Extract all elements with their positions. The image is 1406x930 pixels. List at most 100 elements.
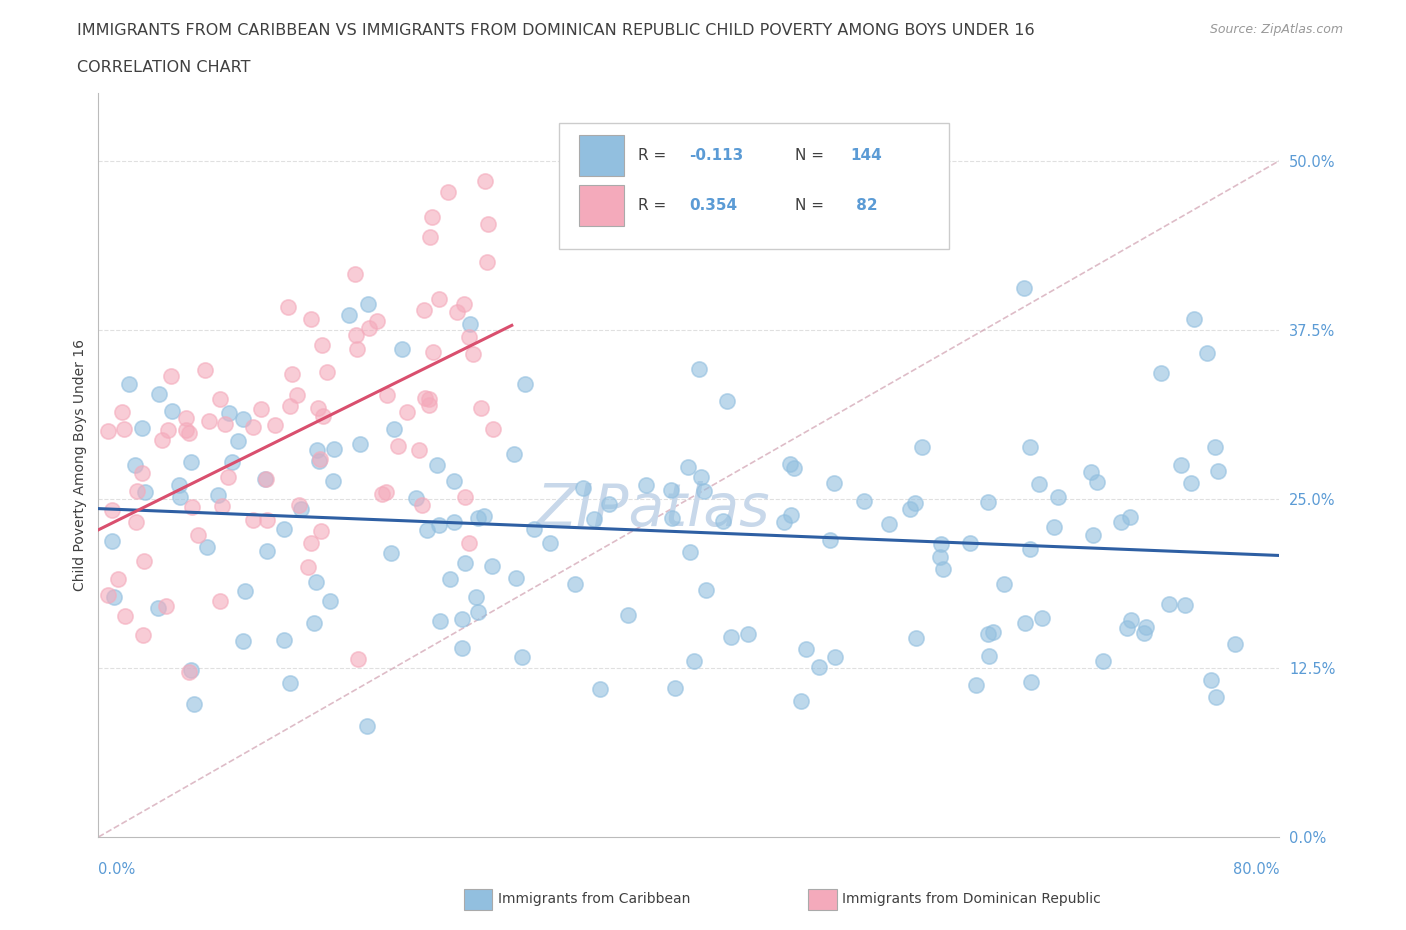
Point <box>235 583 257 598</box>
Point <box>446 304 468 319</box>
Point <box>475 255 498 270</box>
Point <box>463 347 485 362</box>
Point <box>583 154 606 169</box>
Point <box>482 422 505 437</box>
Point <box>309 524 332 538</box>
Point <box>155 598 177 613</box>
Point <box>97 424 120 439</box>
Point <box>375 485 398 499</box>
Point <box>347 652 370 667</box>
Point <box>187 528 209 543</box>
Point <box>167 477 190 492</box>
Point <box>101 502 124 517</box>
Point <box>852 494 875 509</box>
Point <box>683 654 706 669</box>
Point <box>1116 620 1139 635</box>
Point <box>737 627 759 642</box>
Point <box>454 556 477 571</box>
Point <box>1182 312 1205 326</box>
Point <box>467 605 489 620</box>
Point <box>807 659 830 674</box>
Point <box>131 420 153 435</box>
Point <box>370 486 392 501</box>
Point <box>1012 281 1035 296</box>
Point <box>693 484 716 498</box>
Point <box>1170 458 1192 472</box>
Point <box>443 474 465 489</box>
Point <box>695 583 717 598</box>
Point <box>1149 365 1171 380</box>
Point <box>1174 598 1197 613</box>
Point <box>146 601 169 616</box>
Text: -0.113: -0.113 <box>689 149 744 164</box>
Point <box>183 697 205 711</box>
Point <box>150 432 173 447</box>
Point <box>343 267 366 282</box>
Point <box>382 422 405 437</box>
Point <box>977 494 1000 509</box>
Point <box>664 681 686 696</box>
Point <box>782 460 804 475</box>
Point <box>195 539 218 554</box>
Point <box>124 458 146 472</box>
Point <box>979 648 1001 663</box>
Point <box>993 577 1015 591</box>
Point <box>297 559 319 574</box>
Point <box>932 562 955 577</box>
Point <box>285 388 308 403</box>
Point <box>904 631 927 645</box>
Point <box>720 630 742 644</box>
Point <box>1028 476 1050 491</box>
Text: N =: N = <box>796 149 824 164</box>
Point <box>357 320 380 335</box>
Point <box>1199 673 1222 688</box>
Point <box>481 559 503 574</box>
Point <box>443 515 465 530</box>
Point <box>277 300 299 315</box>
Point <box>1080 465 1102 480</box>
Point <box>323 441 346 456</box>
Point <box>177 426 200 441</box>
Point <box>416 523 439 538</box>
Point <box>174 422 197 437</box>
Point <box>427 292 450 307</box>
Point <box>716 393 738 408</box>
Point <box>308 454 330 469</box>
Point <box>278 676 301 691</box>
Point <box>174 410 197 425</box>
Point <box>302 616 325 631</box>
Point <box>366 313 388 328</box>
Point <box>513 377 536 392</box>
Point <box>132 627 155 642</box>
Point <box>299 312 322 326</box>
FancyBboxPatch shape <box>560 123 949 249</box>
Point <box>411 498 433 512</box>
Point <box>405 490 427 505</box>
Point <box>169 489 191 504</box>
Point <box>779 457 801 472</box>
Y-axis label: Child Poverty Among Boys Under 16: Child Poverty Among Boys Under 16 <box>73 339 87 591</box>
Point <box>180 662 202 677</box>
Point <box>131 466 153 481</box>
Point <box>467 511 489 525</box>
Point <box>273 522 295 537</box>
Point <box>898 502 921 517</box>
Point <box>349 437 371 452</box>
Point <box>589 681 612 696</box>
Point <box>977 627 1000 642</box>
Text: ZIPatlas: ZIPatlas <box>537 481 770 538</box>
Point <box>380 546 402 561</box>
Point <box>965 678 987 693</box>
Text: 144: 144 <box>851 149 883 164</box>
Text: 80.0%: 80.0% <box>1233 862 1279 877</box>
Point <box>214 416 236 431</box>
Point <box>254 472 277 486</box>
Text: R =: R = <box>638 149 666 164</box>
Point <box>572 480 595 495</box>
Point <box>583 512 606 526</box>
Point <box>125 514 148 529</box>
Point <box>209 391 232 405</box>
FancyBboxPatch shape <box>579 136 624 177</box>
Point <box>823 475 845 490</box>
Point <box>278 399 301 414</box>
